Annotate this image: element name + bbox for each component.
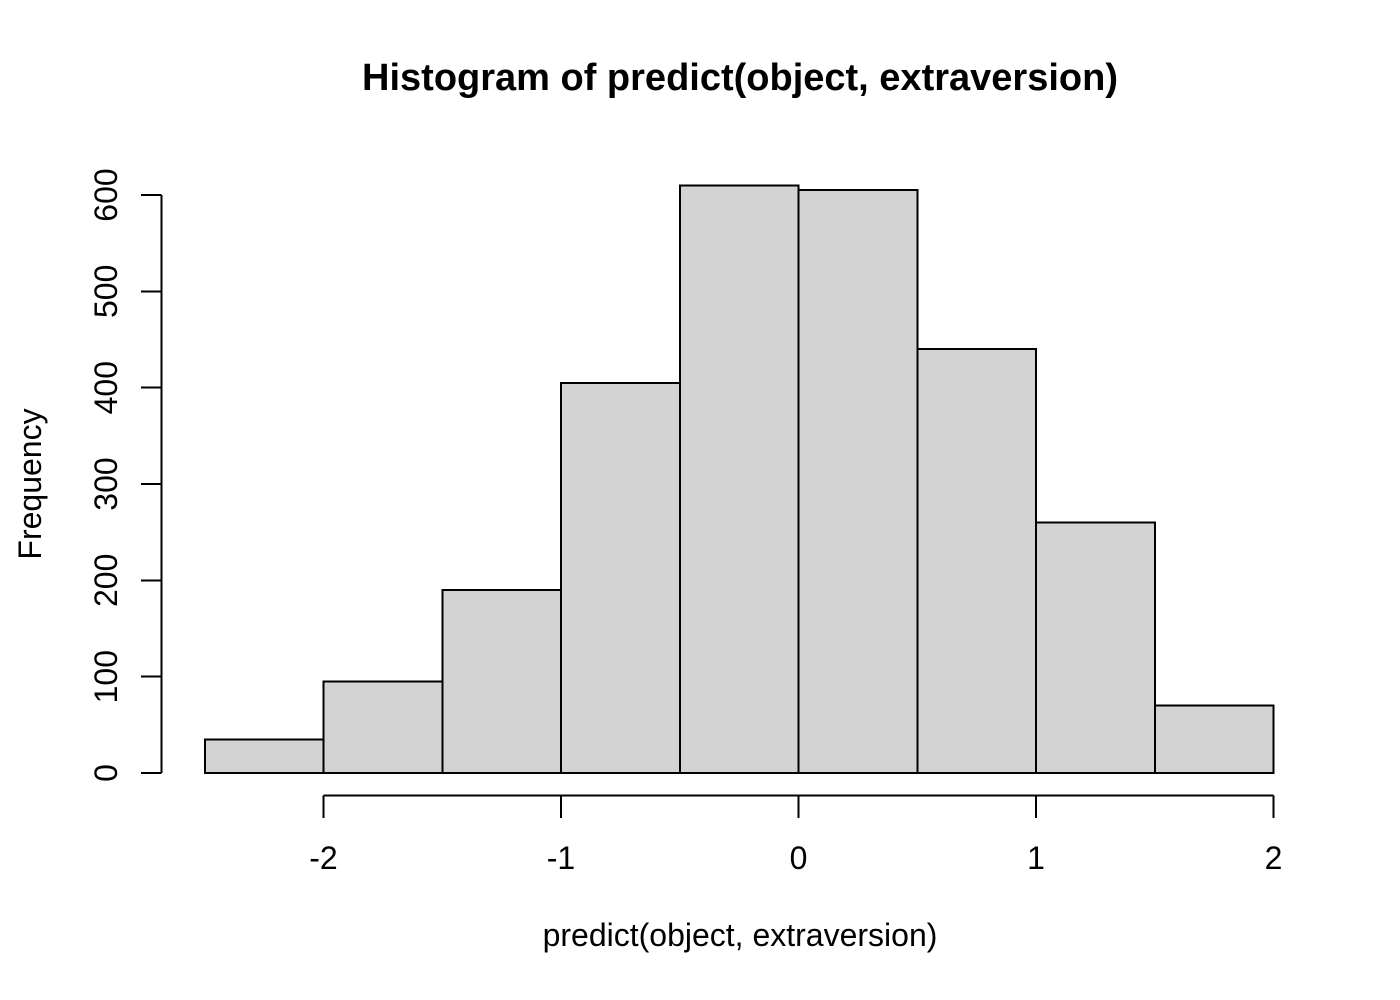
histogram-bar xyxy=(441,589,563,774)
x-axis-tick-label: -1 xyxy=(547,840,575,876)
histogram-bar xyxy=(1035,521,1156,774)
x-axis-tick-label: 2 xyxy=(1265,840,1283,876)
histogram-bar xyxy=(560,381,681,774)
histogram-bar xyxy=(916,348,1038,774)
y-axis-tick-label: 400 xyxy=(88,361,124,414)
y-axis-tick-label: 300 xyxy=(88,457,124,510)
histogram-bar xyxy=(678,184,800,774)
x-axis-label: predict(object, extraversion) xyxy=(542,917,938,953)
x-axis-tick-label: 1 xyxy=(1027,840,1045,876)
x-axis-tick-label: -2 xyxy=(309,840,337,876)
y-axis-tick-label: 600 xyxy=(88,168,124,221)
histogram-bar xyxy=(797,189,919,774)
histogram-bar xyxy=(322,680,444,774)
chart-title: Histogram of predict(object, extraversio… xyxy=(362,57,1118,99)
y-axis-label: Frequency xyxy=(12,408,48,560)
y-axis-tick-label: 200 xyxy=(88,554,124,607)
y-axis-tick-label: 500 xyxy=(88,265,124,318)
histogram-bar xyxy=(1153,704,1275,774)
y-axis-tick-label: 0 xyxy=(88,764,124,782)
x-axis-tick-label: 0 xyxy=(790,840,808,876)
histogram-bar xyxy=(203,738,325,774)
y-axis-tick-label: 100 xyxy=(88,650,124,703)
